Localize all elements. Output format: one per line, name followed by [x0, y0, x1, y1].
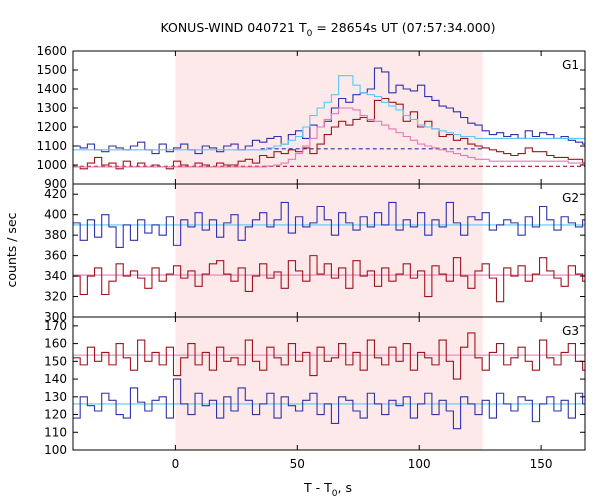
panel-g1-label: G1	[562, 58, 579, 72]
panel-g1-ytick-label: 1400	[36, 82, 67, 96]
xtick-label: 150	[530, 457, 553, 471]
panel-g1-series-pink	[73, 107, 585, 168]
panel-g2-ytick-label: 420	[44, 187, 67, 201]
chart-title-subscript: 0	[307, 29, 313, 39]
panel-g3-shaded-interval	[175, 317, 483, 450]
panel-g3-ytick-label: 140	[44, 372, 67, 386]
panel-g1-ytick-label: 900	[44, 177, 67, 191]
panel-g3-frame	[72, 316, 586, 451]
panel-g3-ytick-label: 120	[44, 408, 67, 422]
panel-g3-ytick-label: 130	[44, 390, 67, 404]
x-axis-label-subscript: 0	[332, 489, 338, 499]
x-axis-label-prefix: T - T	[303, 480, 332, 495]
panel-g1-shaded-interval	[175, 51, 483, 184]
panel-g3-series-blue	[73, 378, 585, 430]
x-axis-label: T - T0, s	[303, 480, 352, 499]
panel-g3-series-red	[73, 332, 585, 380]
panel-g2-ytick-label: 380	[44, 228, 67, 242]
xtick-label: 0	[172, 457, 180, 471]
panel-g3-ytick-label: 160	[44, 337, 67, 351]
xtick-label: 100	[408, 457, 431, 471]
panel-g2-series-red	[73, 255, 585, 303]
panel-g2: 300 320 340 360 380 400 420 G2	[44, 183, 586, 324]
panel-g3-label: G3	[562, 324, 579, 338]
chart-title-suffix: = 28654s UT (07:57:34.000)	[312, 20, 495, 35]
chart-title: KONUS-WIND 040721 T0 = 28654s UT (07:57:…	[160, 20, 495, 39]
panel-g3-ytick-label: 110	[44, 425, 67, 439]
panel-g1-ytick-label: 1000	[36, 158, 67, 172]
panel-g2-ytick-label: 360	[44, 249, 67, 263]
x-axis-label-suffix: , s	[338, 480, 352, 495]
panel-g1-ytick-label: 1600	[36, 44, 67, 58]
panel-g2-ytick-label: 300	[44, 310, 67, 324]
panel-g1-series-cyan	[73, 75, 585, 151]
panel-g2-shaded-interval	[175, 184, 483, 317]
xtick-label: 50	[290, 457, 305, 471]
panel-g1-ytick-label: 1300	[36, 101, 67, 115]
panel-g1-ytick-label: 1500	[36, 63, 67, 77]
y-axis-label: counts / sec	[4, 212, 19, 287]
panel-g1-ytick-label: 1100	[36, 139, 67, 153]
panel-g3-ytick-label: 150	[44, 354, 67, 368]
plot-area: 9001000110012001300140015001600G13003203…	[36, 44, 586, 471]
panel-g2-ytick-label: 340	[44, 269, 67, 283]
panel-g3-ytick-label: 100	[44, 443, 67, 457]
panel-g3-ytick-label: 170	[44, 319, 67, 333]
panel-g3: 100 110 120 130 140 150 160 170 G3	[44, 316, 586, 457]
panel-g2-series-blue	[73, 201, 585, 248]
panel-g1: 900 1000 1100 1200 1300 1400 1500 1600 G1	[36, 44, 586, 191]
panel-g1-ytick-label: 1200	[36, 120, 67, 134]
chart-title-prefix: KONUS-WIND 040721 T	[160, 20, 306, 35]
panel-g2-ytick-label: 320	[44, 290, 67, 304]
panel-g2-label: G2	[562, 191, 579, 205]
panel-g2-ytick-label: 400	[44, 208, 67, 222]
panel-g1-series-blue	[73, 67, 585, 155]
